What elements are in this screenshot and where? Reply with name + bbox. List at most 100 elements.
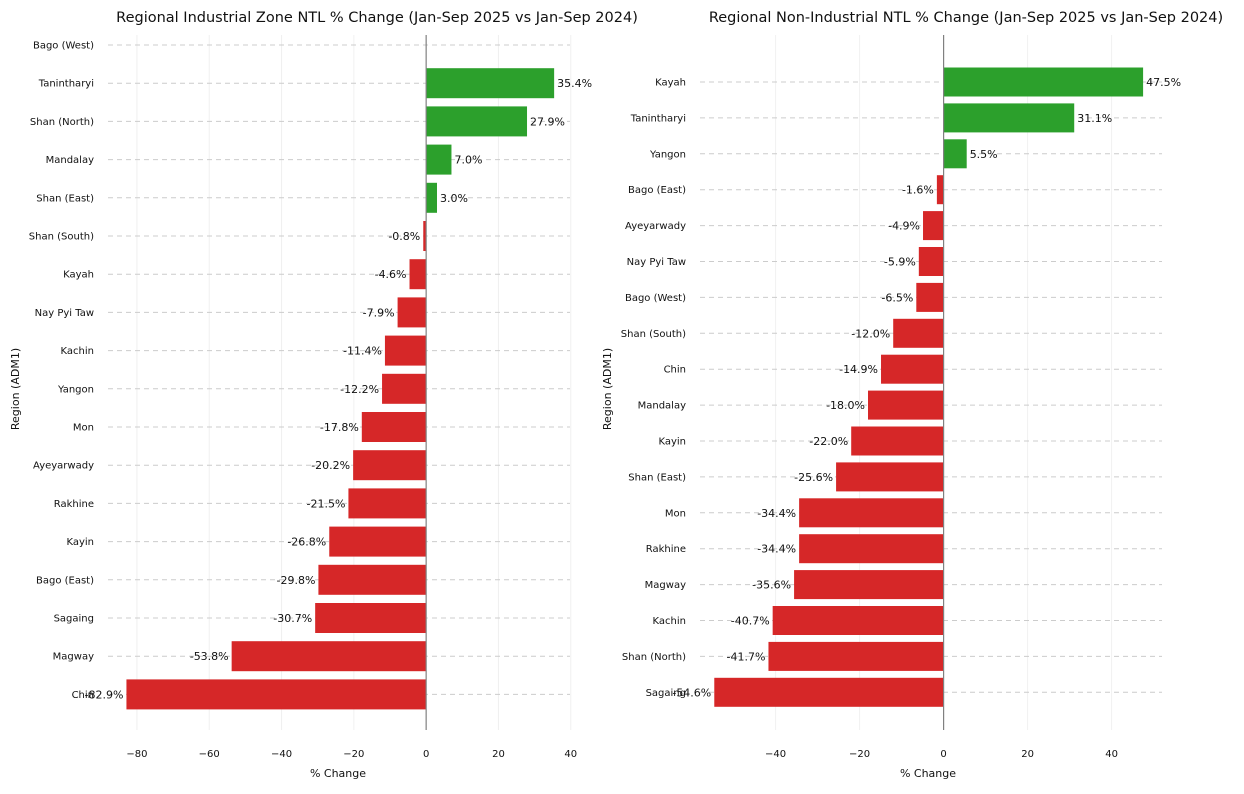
y-tick-label: Mon bbox=[665, 508, 686, 519]
y-tick-label: Bago (East) bbox=[628, 185, 686, 196]
data-label: 5.5% bbox=[970, 148, 998, 161]
y-axis-label: Region (ADM1) bbox=[601, 348, 614, 430]
y-tick-label: Bago (East) bbox=[36, 575, 94, 586]
chart-title: Regional Industrial Zone NTL % Change (J… bbox=[116, 10, 638, 26]
bar bbox=[936, 175, 944, 205]
bar bbox=[794, 570, 944, 600]
y-tick-label: Ayeyarwady bbox=[33, 461, 94, 472]
y-tick-label: Yangon bbox=[649, 149, 686, 160]
y-tick-label: Tanintharyi bbox=[630, 113, 686, 124]
data-label: -4.6% bbox=[375, 268, 407, 281]
y-tick-label: Rakhine bbox=[54, 499, 94, 510]
data-label: -54.6% bbox=[672, 686, 711, 699]
y-tick-label: Rakhine bbox=[646, 544, 686, 555]
bar bbox=[231, 641, 427, 672]
y-tick-label: Tanintharyi bbox=[38, 79, 94, 90]
data-label: -41.7% bbox=[727, 650, 766, 663]
y-tick-label: Chin bbox=[664, 365, 686, 376]
chart-title: Regional Non-Industrial NTL % Change (Ja… bbox=[709, 10, 1223, 26]
bar bbox=[799, 498, 944, 528]
data-label: -4.9% bbox=[888, 220, 920, 233]
data-label: -25.6% bbox=[794, 471, 833, 484]
y-tick-label: Sagaing bbox=[646, 688, 686, 699]
y-tick-label: Kayah bbox=[63, 270, 94, 281]
non-industrial-chart: Regional Non-Industrial NTL % Change (Ja… bbox=[601, 10, 1223, 780]
y-tick-label: Shan (South) bbox=[621, 329, 686, 340]
bar bbox=[943, 67, 1144, 97]
y-tick-label: Shan (South) bbox=[29, 232, 94, 243]
data-label: 27.9% bbox=[530, 115, 565, 128]
bar bbox=[318, 564, 427, 595]
data-label: -34.4% bbox=[757, 543, 796, 556]
bar bbox=[426, 144, 452, 175]
data-label: -82.9% bbox=[85, 688, 124, 701]
bar bbox=[772, 606, 944, 635]
y-tick-label: Bago (West) bbox=[33, 41, 94, 52]
data-label: -29.8% bbox=[276, 574, 315, 587]
bar bbox=[881, 354, 944, 384]
bar bbox=[799, 534, 944, 564]
y-tick-label: Yangon bbox=[57, 384, 94, 395]
bar bbox=[836, 462, 944, 492]
data-label: -5.9% bbox=[884, 256, 916, 269]
bar bbox=[409, 259, 427, 290]
x-tick-label: −20 bbox=[849, 749, 870, 760]
bar bbox=[714, 677, 944, 707]
data-label: 31.1% bbox=[1077, 112, 1112, 125]
y-tick-label: Sagaing bbox=[54, 614, 94, 625]
bar bbox=[397, 297, 427, 328]
bar bbox=[893, 318, 944, 348]
data-label: -21.5% bbox=[307, 497, 346, 510]
y-tick-label: Chin bbox=[72, 690, 94, 701]
x-tick-label: 40 bbox=[564, 749, 577, 760]
y-tick-label: Mon bbox=[73, 423, 94, 434]
data-label: 35.4% bbox=[557, 77, 592, 90]
bar bbox=[768, 641, 944, 671]
data-label: -20.2% bbox=[311, 459, 350, 472]
data-label: -35.6% bbox=[752, 579, 791, 592]
bar bbox=[329, 526, 427, 557]
data-label: -22.0% bbox=[809, 435, 848, 448]
bar bbox=[382, 373, 427, 404]
bar bbox=[353, 450, 427, 481]
data-label: -18.0% bbox=[826, 399, 865, 412]
data-label: -12.0% bbox=[851, 327, 890, 340]
data-label: -53.8% bbox=[190, 650, 229, 663]
y-tick-label: Mandalay bbox=[46, 155, 94, 166]
data-label: 3.0% bbox=[440, 192, 468, 205]
bar bbox=[426, 182, 437, 213]
y-tick-label: Ayeyarwady bbox=[625, 221, 686, 232]
bar bbox=[943, 103, 1075, 133]
data-label: -0.8% bbox=[388, 230, 420, 243]
bar bbox=[348, 488, 427, 519]
bar bbox=[918, 247, 944, 276]
x-axis-label: % Change bbox=[900, 767, 956, 780]
y-tick-label: Shan (North) bbox=[622, 652, 686, 663]
y-tick-label: Shan (East) bbox=[36, 193, 94, 204]
x-tick-label: −20 bbox=[343, 749, 364, 760]
bar bbox=[868, 390, 944, 420]
bar bbox=[126, 679, 427, 710]
y-tick-label: Kayin bbox=[66, 537, 94, 548]
data-label: -40.7% bbox=[731, 615, 770, 628]
y-tick-label: Magway bbox=[645, 580, 686, 591]
data-label: -6.5% bbox=[881, 291, 913, 304]
data-label: -30.7% bbox=[273, 612, 312, 625]
data-label: -12.2% bbox=[340, 383, 379, 396]
data-label: 7.0% bbox=[454, 154, 482, 167]
y-tick-label: Mandalay bbox=[638, 401, 686, 412]
bar bbox=[426, 106, 528, 137]
y-tick-label: Shan (North) bbox=[30, 117, 94, 128]
data-label: 47.5% bbox=[1146, 76, 1181, 89]
industrial-zone-chart: Regional Industrial Zone NTL % Change (J… bbox=[9, 10, 638, 780]
y-axis-label: Region (ADM1) bbox=[9, 348, 22, 430]
y-tick-label: Magway bbox=[53, 652, 94, 663]
data-label: -26.8% bbox=[287, 536, 326, 549]
bar bbox=[315, 603, 427, 633]
bar bbox=[426, 68, 555, 99]
x-tick-label: 20 bbox=[492, 749, 505, 760]
y-tick-label: Bago (West) bbox=[625, 293, 686, 304]
data-label: -17.8% bbox=[320, 421, 359, 434]
x-tick-label: −60 bbox=[199, 749, 220, 760]
